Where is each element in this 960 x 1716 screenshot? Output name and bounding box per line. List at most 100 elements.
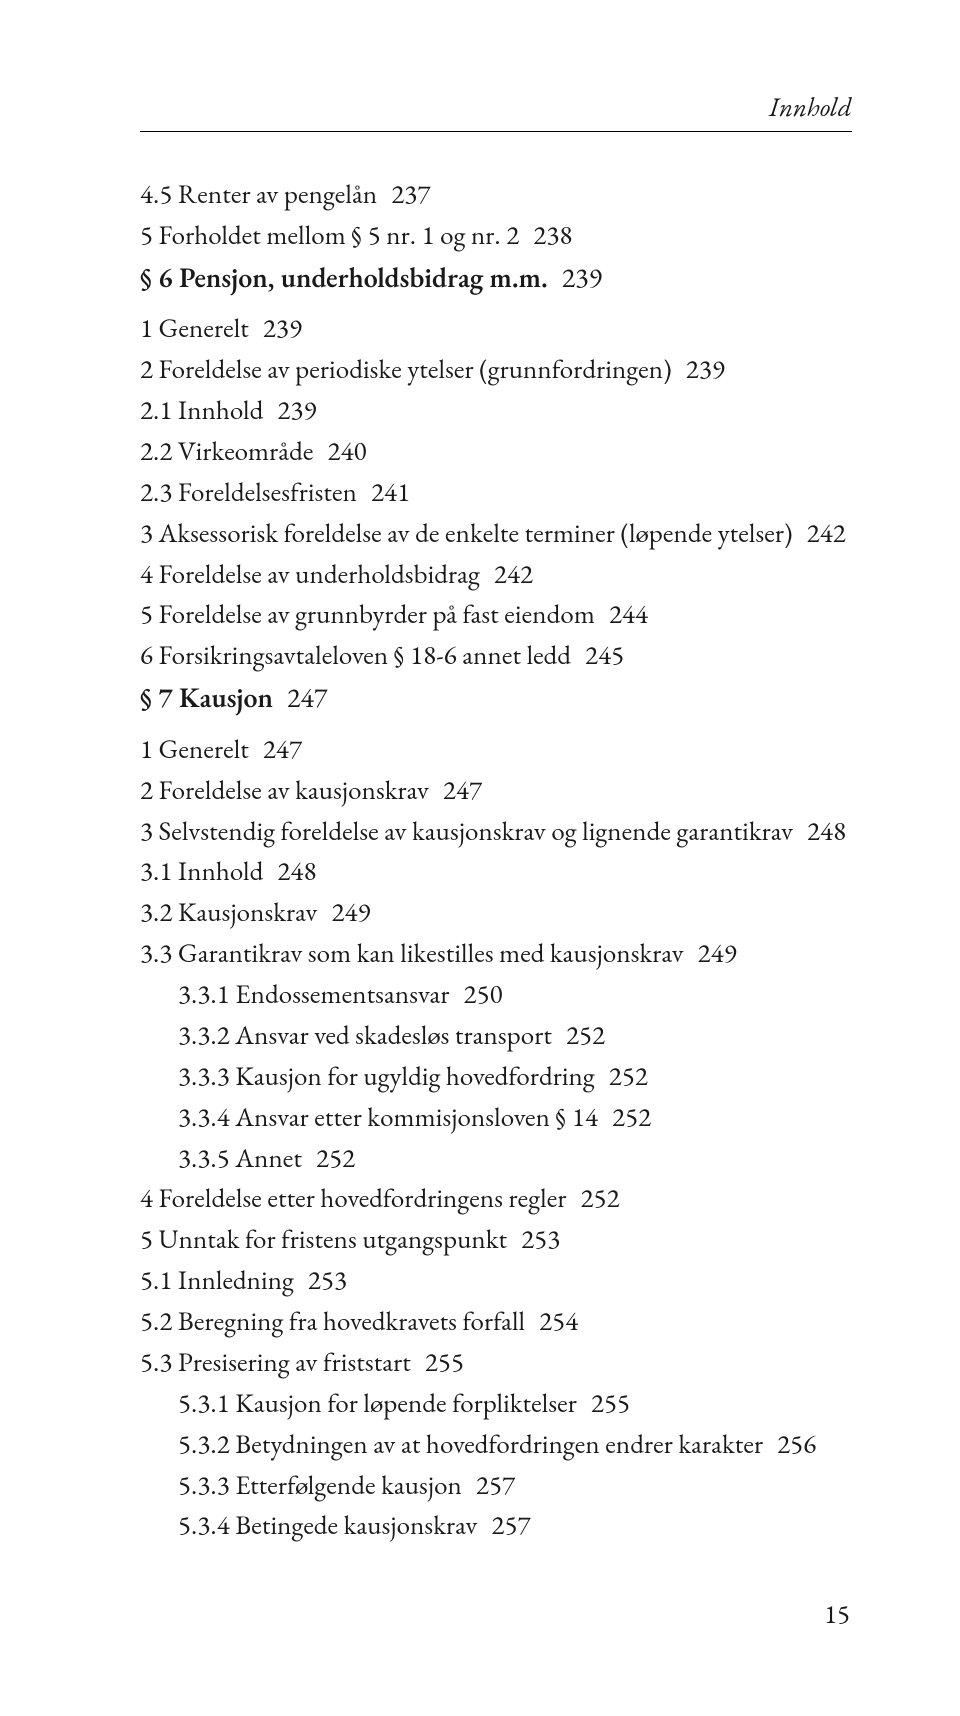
toc-entry-label: 4 Foreldelse etter hovedfordringens regl… — [140, 1181, 566, 1216]
toc-entry: 4 Foreldelse av underholdsbidrag 242 — [140, 556, 852, 595]
running-head: Innhold — [140, 90, 852, 132]
toc-entry: 2 Foreldelse av periodiske ytelser (grun… — [140, 351, 852, 390]
toc-entry-label: 5.1 Innledning — [140, 1263, 294, 1298]
toc-section-heading: § 6 Pensjon, underholdsbidrag m.m. 239 — [140, 258, 852, 299]
toc-entry-page: 247 — [443, 773, 482, 808]
toc-entry: 5.3 Presisering av friststart 255 — [140, 1344, 852, 1383]
toc-entry-label: 5 Unntak for fristens utgangspunkt — [140, 1222, 507, 1257]
toc-entry-page: 252 — [580, 1181, 619, 1216]
toc-entry-label: 2.3 Foreldelsesfristen — [140, 475, 357, 510]
toc-entry: 1 Generelt 239 — [140, 310, 852, 349]
toc-entry: 3.2 Kausjonskrav 249 — [140, 894, 852, 933]
toc-entry-page: 252 — [566, 1018, 605, 1053]
toc-entry: 2.1 Innhold 239 — [140, 392, 852, 431]
page: Innhold 4.5 Renter av pengelån 237 5 Forho… — [0, 0, 960, 1716]
toc-entry: 2.3 Foreldelsesfristen 241 — [140, 474, 852, 513]
toc-entry: 5 Forholdet mellom § 5 nr. 1 og nr. 2 238 — [140, 217, 852, 256]
toc-entry: 3.3.5 Annet 252 — [140, 1140, 852, 1179]
toc-entry: 4 Foreldelse etter hovedfordringens regl… — [140, 1180, 852, 1219]
toc-entry-label: 5.3.4 Betingede kausjonskrav — [178, 1508, 477, 1543]
toc-entry-label: 3.1 Innhold — [140, 854, 263, 889]
toc-entry-label: 1 Generelt — [140, 732, 249, 767]
toc-entry-label: 2.2 Virkeområde — [140, 434, 314, 469]
toc-entry: 5.1 Innledning 253 — [140, 1262, 852, 1301]
toc-entry-label: 3.3.1 Endossementsansvar — [178, 977, 450, 1012]
toc-entry-label: 4 Foreldelse av underholdsbidrag — [140, 557, 480, 592]
toc-entry-label: 3.3.3 Kausjon for ugyldig hovedfordring — [178, 1059, 595, 1094]
toc-entry-label: 3.2 Kausjonskrav — [140, 895, 317, 930]
toc-entry-page: 245 — [585, 638, 624, 673]
toc-entry-page: 247 — [263, 732, 302, 767]
toc-entry-page: 242 — [494, 557, 533, 592]
toc-entry-page: 252 — [609, 1059, 648, 1094]
toc-entry: 5 Foreldelse av grunnbyrder på fast eien… — [140, 596, 852, 635]
toc-entry-page: 257 — [491, 1508, 530, 1543]
toc-entry-label: 5.2 Beregning fra hovedkravets forfall — [140, 1304, 525, 1339]
toc-entry-label: 2.1 Innhold — [140, 393, 263, 428]
toc-entry-page: 253 — [521, 1222, 560, 1257]
toc-entry-page: 237 — [391, 177, 430, 212]
toc-entry: 3.1 Innhold 248 — [140, 853, 852, 892]
toc-entry: 3.3.1 Endossementsansvar 250 — [140, 976, 852, 1015]
toc-entry-label: 3 Selvstendig foreldelse av kausjonskrav… — [140, 814, 793, 849]
toc-entry-page: 244 — [609, 597, 648, 632]
toc-entry-label: 5 Foreldelse av grunnbyrder på fast eien… — [140, 597, 595, 632]
toc-entry: 3.3 Garantikrav som kan likestilles med … — [140, 935, 852, 974]
toc-entry-page: 255 — [591, 1386, 630, 1421]
toc-entry-label: 4.5 Renter av pengelån — [140, 177, 377, 212]
toc-entry: 3.3.2 Ansvar ved skadesløs transport 252 — [140, 1017, 852, 1056]
toc-entry: 5.2 Beregning fra hovedkravets forfall 25… — [140, 1303, 852, 1342]
toc-entry: 3 Aksessorisk foreldelse av de enkelte t… — [140, 515, 852, 554]
toc-entry-label: § 6 Pensjon, underholdsbidrag m.m. — [140, 260, 548, 296]
toc-entry-page: 252 — [316, 1141, 355, 1176]
toc-entry-page: 254 — [539, 1304, 578, 1339]
toc-entry-page: 240 — [328, 434, 367, 469]
toc-entry-page: 252 — [612, 1100, 651, 1135]
toc-section-heading: § 7 Kausjon 247 — [140, 678, 852, 719]
toc-entry-page: 253 — [308, 1263, 347, 1298]
toc-entry-label: 5.3.1 Kausjon for løpende forpliktelser — [178, 1386, 577, 1421]
toc-entry-label: 2 Foreldelse av periodiske ytelser (grun… — [140, 352, 672, 387]
toc-entry-label: 5.3 Presisering av friststart — [140, 1345, 411, 1380]
toc-entry: 5.3.2 Betydningen av at hovedfordringen … — [140, 1426, 852, 1465]
toc-entry: 5.3.1 Kausjon for løpende forpliktelser 2… — [140, 1385, 852, 1424]
toc-entry-page: 247 — [287, 680, 327, 716]
toc-entry-label: 2 Foreldelse av kausjonskrav — [140, 773, 429, 808]
toc-entry: 1 Generelt 247 — [140, 731, 852, 770]
toc-entry-label: 5.3.3 Etterfølgende kausjon — [178, 1468, 462, 1503]
toc-entry-page: 239 — [562, 260, 602, 296]
toc-entry: 3.3.3 Kausjon for ugyldig hovedfordring 2… — [140, 1058, 852, 1097]
toc-entry: 2.2 Virkeområde 240 — [140, 433, 852, 472]
toc-entry-label: 6 Forsikringsavtaleloven § 18-6 annet le… — [140, 638, 571, 673]
toc-entry-label: 3.3.5 Annet — [178, 1141, 302, 1176]
toc-entry-page: 257 — [476, 1468, 515, 1503]
toc-entry-label: 3.3.2 Ansvar ved skadesløs transport — [178, 1018, 552, 1053]
toc-entry: 3.3.4 Ansvar etter kommisjonsloven § 14 2… — [140, 1099, 852, 1138]
toc-entry-page: 238 — [533, 218, 572, 253]
toc-entry: 3 Selvstendig foreldelse av kausjonskrav… — [140, 813, 852, 852]
toc-entry-label: 3 Aksessorisk foreldelse av de enkelte t… — [140, 516, 793, 551]
toc-entry-page: 248 — [277, 854, 316, 889]
toc-entry-page: 241 — [371, 475, 410, 510]
toc-entry-page: 239 — [686, 352, 725, 387]
toc-entry-label: § 7 Kausjon — [140, 680, 273, 716]
toc-entry-label: 1 Generelt — [140, 311, 249, 346]
toc-entry-page: 256 — [777, 1427, 816, 1462]
toc-entry-page: 248 — [807, 814, 846, 849]
toc-entry-label: 3.3.4 Ansvar etter kommisjonsloven § 14 — [178, 1100, 598, 1135]
toc-entry: 5 Unntak for fristens utgangspunkt 253 — [140, 1221, 852, 1260]
toc-entry: 5.3.3 Etterfølgende kausjon 257 — [140, 1467, 852, 1506]
toc-entry-page: 255 — [425, 1345, 464, 1380]
toc-entry-page: 239 — [263, 311, 302, 346]
toc-entry-page: 242 — [807, 516, 846, 551]
toc-body: 4.5 Renter av pengelån 237 5 Forholdet mel… — [140, 176, 852, 1546]
toc-entry-page: 250 — [464, 977, 503, 1012]
toc-entry-label: 5.3.2 Betydningen av at hovedfordringen … — [178, 1427, 763, 1462]
toc-entry-label: 5 Forholdet mellom § 5 nr. 1 og nr. 2 — [140, 218, 519, 253]
toc-entry-page: 239 — [277, 393, 316, 428]
toc-entry-label: 3.3 Garantikrav som kan likestilles med … — [140, 936, 684, 971]
toc-entry: 5.3.4 Betingede kausjonskrav 257 — [140, 1507, 852, 1546]
toc-entry: 2 Foreldelse av kausjonskrav 247 — [140, 772, 852, 811]
toc-entry-page: 249 — [331, 895, 370, 930]
toc-entry-page: 249 — [698, 936, 737, 971]
